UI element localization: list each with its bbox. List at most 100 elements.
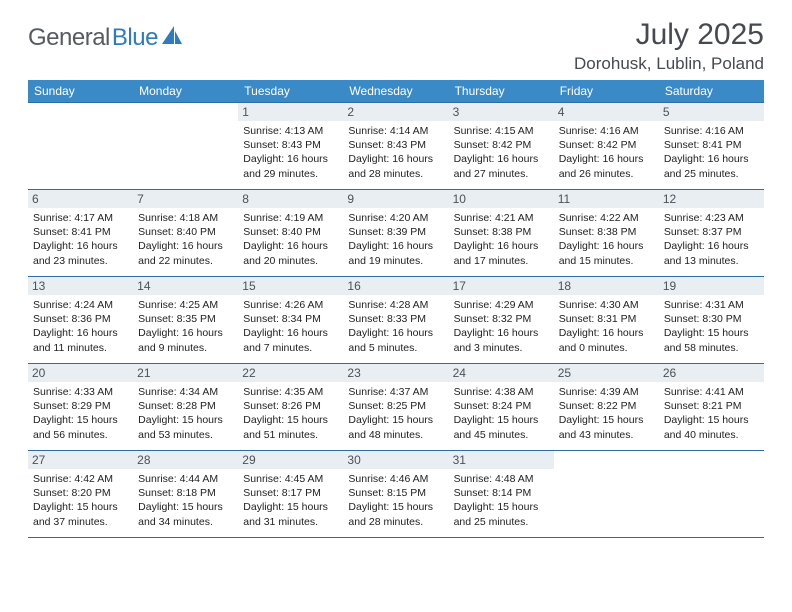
sunset-text: Sunset: 8:40 PM xyxy=(243,225,338,239)
day-info: Sunrise: 4:39 AMSunset: 8:22 PMDaylight:… xyxy=(559,385,654,442)
sunset-text: Sunset: 8:32 PM xyxy=(454,312,549,326)
calendar-page: GeneralBlue July 2025 Dorohusk, Lublin, … xyxy=(0,0,792,538)
daylight-text: Daylight: 16 hours and 22 minutes. xyxy=(138,239,233,267)
day-info: Sunrise: 4:26 AMSunset: 8:34 PMDaylight:… xyxy=(243,298,338,355)
day-number: 21 xyxy=(133,364,238,382)
daylight-text: Daylight: 15 hours and 56 minutes. xyxy=(33,413,128,441)
sunset-text: Sunset: 8:42 PM xyxy=(454,138,549,152)
sunset-text: Sunset: 8:31 PM xyxy=(559,312,654,326)
day-number: 6 xyxy=(28,190,133,208)
sunrise-text: Sunrise: 4:15 AM xyxy=(454,124,549,138)
sunrise-text: Sunrise: 4:17 AM xyxy=(33,211,128,225)
day-number: 20 xyxy=(28,364,133,382)
sunrise-text: Sunrise: 4:37 AM xyxy=(348,385,443,399)
day-info: Sunrise: 4:33 AMSunset: 8:29 PMDaylight:… xyxy=(33,385,128,442)
dow-monday: Monday xyxy=(133,80,238,102)
daylight-text: Daylight: 16 hours and 26 minutes. xyxy=(559,152,654,180)
sunset-text: Sunset: 8:28 PM xyxy=(138,399,233,413)
dow-sunday: Sunday xyxy=(28,80,133,102)
sunset-text: Sunset: 8:25 PM xyxy=(348,399,443,413)
sunset-text: Sunset: 8:18 PM xyxy=(138,486,233,500)
sunrise-text: Sunrise: 4:26 AM xyxy=(243,298,338,312)
day-number: 1 xyxy=(238,103,343,121)
dow-friday: Friday xyxy=(554,80,659,102)
day-number: 13 xyxy=(28,277,133,295)
dow-thursday: Thursday xyxy=(449,80,554,102)
day-number: 4 xyxy=(554,103,659,121)
sunrise-text: Sunrise: 4:34 AM xyxy=(138,385,233,399)
day-info: Sunrise: 4:29 AMSunset: 8:32 PMDaylight:… xyxy=(454,298,549,355)
day-cell: 27Sunrise: 4:42 AMSunset: 8:20 PMDayligh… xyxy=(28,451,133,537)
day-number: 10 xyxy=(449,190,554,208)
day-number: 19 xyxy=(659,277,764,295)
sunrise-text: Sunrise: 4:31 AM xyxy=(664,298,759,312)
dow-tuesday: Tuesday xyxy=(238,80,343,102)
day-info: Sunrise: 4:25 AMSunset: 8:35 PMDaylight:… xyxy=(138,298,233,355)
day-cell: 13Sunrise: 4:24 AMSunset: 8:36 PMDayligh… xyxy=(28,277,133,363)
sunrise-text: Sunrise: 4:46 AM xyxy=(348,472,443,486)
sunrise-text: Sunrise: 4:13 AM xyxy=(243,124,338,138)
day-cell: 24Sunrise: 4:38 AMSunset: 8:24 PMDayligh… xyxy=(449,364,554,450)
daylight-text: Daylight: 16 hours and 29 minutes. xyxy=(243,152,338,180)
day-cell: 3Sunrise: 4:15 AMSunset: 8:42 PMDaylight… xyxy=(449,103,554,189)
weeks-container: 1Sunrise: 4:13 AMSunset: 8:43 PMDaylight… xyxy=(28,102,764,538)
day-info: Sunrise: 4:42 AMSunset: 8:20 PMDaylight:… xyxy=(33,472,128,529)
day-cell: 25 Sunrise: 4:39 AMSunset: 8:22 PMDayligh… xyxy=(554,364,659,450)
day-info: Sunrise: 4:18 AMSunset: 8:40 PMDaylight:… xyxy=(138,211,233,268)
day-cell: 28Sunrise: 4:44 AMSunset: 8:18 PMDayligh… xyxy=(133,451,238,537)
day-info: Sunrise: 4:19 AMSunset: 8:40 PMDaylight:… xyxy=(243,211,338,268)
day-info: Sunrise: 4:48 AMSunset: 8:14 PMDaylight:… xyxy=(454,472,549,529)
sunset-text: Sunset: 8:37 PM xyxy=(664,225,759,239)
day-cell: 31 Sunrise: 4:48 AMSunset: 8:14 PMDayligh… xyxy=(449,451,554,537)
day-cell: 29Sunrise: 4:45 AMSunset: 8:17 PMDayligh… xyxy=(238,451,343,537)
day-cell: 16Sunrise: 4:28 AMSunset: 8:33 PMDayligh… xyxy=(343,277,448,363)
day-cell: 6Sunrise: 4:17 AMSunset: 8:41 PMDaylight… xyxy=(28,190,133,276)
sunrise-text: Sunrise: 4:25 AM xyxy=(138,298,233,312)
sunset-text: Sunset: 8:17 PM xyxy=(243,486,338,500)
day-info: Sunrise: 4:16 AMSunset: 8:41 PMDaylight:… xyxy=(664,124,759,181)
title-block: July 2025 Dorohusk, Lublin, Poland xyxy=(574,18,764,74)
day-number: 17 xyxy=(449,277,554,295)
daylight-text: Daylight: 15 hours and 28 minutes. xyxy=(348,500,443,528)
day-number: 31 xyxy=(449,451,554,469)
sunrise-text: Sunrise: 4:42 AM xyxy=(33,472,128,486)
day-info: Sunrise: 4:13 AMSunset: 8:43 PMDaylight:… xyxy=(243,124,338,181)
day-number: 24 xyxy=(449,364,554,382)
sunset-text: Sunset: 8:29 PM xyxy=(33,399,128,413)
day-cell: 9Sunrise: 4:20 AMSunset: 8:39 PMDaylight… xyxy=(343,190,448,276)
sunset-text: Sunset: 8:14 PM xyxy=(454,486,549,500)
sunrise-text: Sunrise: 4:20 AM xyxy=(348,211,443,225)
day-number: 7 xyxy=(133,190,238,208)
day-number: 12 xyxy=(659,190,764,208)
month-title: July 2025 xyxy=(574,18,764,52)
daylight-text: Daylight: 16 hours and 13 minutes. xyxy=(664,239,759,267)
day-cell xyxy=(659,451,764,537)
day-info: Sunrise: 4:23 AMSunset: 8:37 PMDaylight:… xyxy=(664,211,759,268)
day-info: Sunrise: 4:14 AMSunset: 8:43 PMDaylight:… xyxy=(348,124,443,181)
daylight-text: Daylight: 15 hours and 25 minutes. xyxy=(454,500,549,528)
day-number: 16 xyxy=(343,277,448,295)
sunrise-text: Sunrise: 4:28 AM xyxy=(348,298,443,312)
sunrise-text: Sunrise: 4:38 AM xyxy=(454,385,549,399)
daylight-text: Daylight: 16 hours and 17 minutes. xyxy=(454,239,549,267)
sunset-text: Sunset: 8:43 PM xyxy=(243,138,338,152)
day-number: 3 xyxy=(449,103,554,121)
day-info: Sunrise: 4:20 AMSunset: 8:39 PMDaylight:… xyxy=(348,211,443,268)
day-cell: 22Sunrise: 4:35 AMSunset: 8:26 PMDayligh… xyxy=(238,364,343,450)
day-number: 25 xyxy=(554,364,659,382)
sunrise-text: Sunrise: 4:16 AM xyxy=(664,124,759,138)
sunrise-text: Sunrise: 4:16 AM xyxy=(559,124,654,138)
sunrise-text: Sunrise: 4:35 AM xyxy=(243,385,338,399)
sunset-text: Sunset: 8:26 PM xyxy=(243,399,338,413)
brand-name-part2: Blue xyxy=(112,24,158,52)
daylight-text: Daylight: 16 hours and 15 minutes. xyxy=(559,239,654,267)
day-cell: 10Sunrise: 4:21 AMSunset: 8:38 PMDayligh… xyxy=(449,190,554,276)
sunset-text: Sunset: 8:15 PM xyxy=(348,486,443,500)
daylight-text: Daylight: 16 hours and 5 minutes. xyxy=(348,326,443,354)
day-cell xyxy=(554,451,659,537)
day-info: Sunrise: 4:46 AMSunset: 8:15 PMDaylight:… xyxy=(348,472,443,529)
day-number: 15 xyxy=(238,277,343,295)
day-cell: 21Sunrise: 4:34 AMSunset: 8:28 PMDayligh… xyxy=(133,364,238,450)
day-info: Sunrise: 4:37 AMSunset: 8:25 PMDaylight:… xyxy=(348,385,443,442)
day-info: Sunrise: 4:41 AMSunset: 8:21 PMDaylight:… xyxy=(664,385,759,442)
